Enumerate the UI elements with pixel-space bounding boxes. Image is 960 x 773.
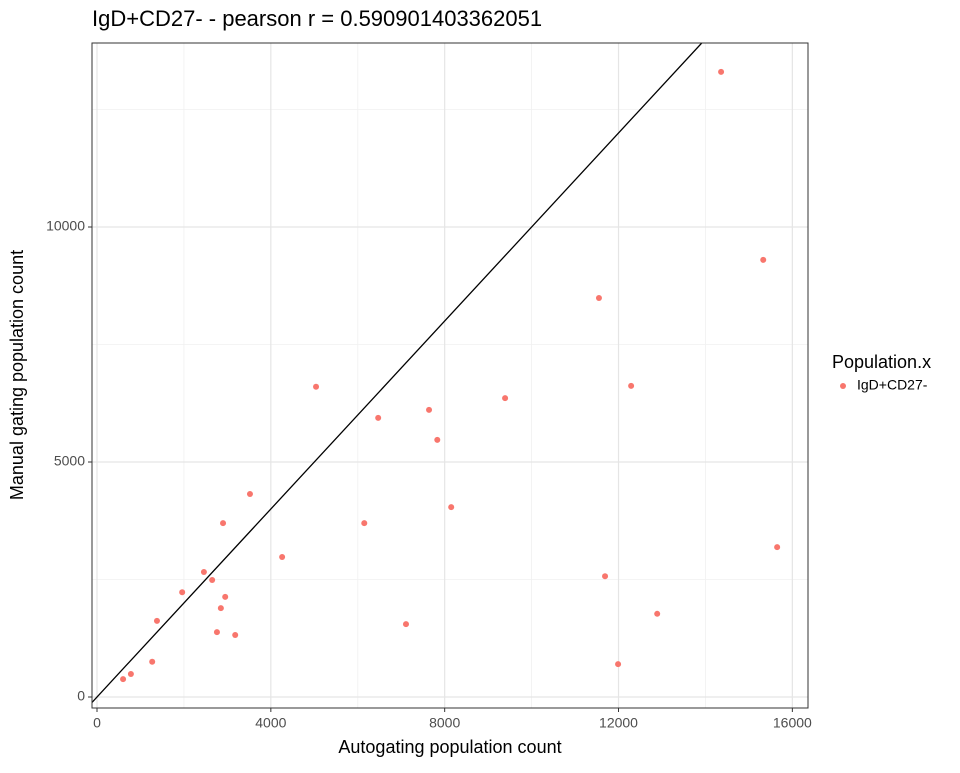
x-tick-label: 4000 [255,715,286,731]
legend-key [840,383,846,389]
point [595,294,602,301]
chart-title: IgD+CD27- - pearson r = 0.59090140336205… [92,6,542,31]
point [217,605,224,612]
y-axis-title: Manual gating population count [7,250,27,500]
point [179,589,186,596]
point [213,629,220,636]
x-tick-label: 8000 [429,715,460,731]
point [209,576,216,583]
legend-label: IgD+CD27- [857,377,928,393]
point [760,256,767,263]
point [615,661,622,668]
plot-border [91,42,809,709]
point [200,568,207,575]
point [120,676,127,683]
point [149,658,156,665]
point [402,621,409,628]
y-tick-label: 10000 [46,218,85,234]
x-axis-title: Autogating population count [338,737,561,757]
point [426,406,433,413]
y-tick-label: 0 [77,688,85,704]
point [718,68,725,75]
point [246,490,253,497]
point [375,414,382,421]
point [232,631,239,638]
point [448,504,455,511]
x-tick-label: 16000 [773,715,812,731]
point [602,573,609,580]
point [361,520,368,527]
x-tick-label: 12000 [599,715,638,731]
point [313,383,320,390]
legend-title: Population.x [832,352,931,372]
point [774,544,781,551]
identity-line [92,43,703,703]
point [222,593,229,600]
x-tick-label: 0 [93,715,101,731]
point [434,436,441,443]
point [502,395,509,402]
point [279,553,286,560]
point [220,520,227,527]
point [127,670,134,677]
y-tick-label: 5000 [54,453,85,469]
point [654,610,661,617]
point [153,617,160,624]
point [628,382,635,389]
